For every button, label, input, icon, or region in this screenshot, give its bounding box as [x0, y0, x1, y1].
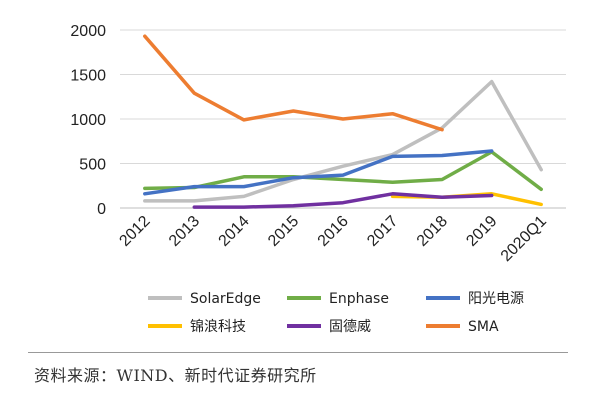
x-tick-label: 2017: [364, 213, 401, 250]
series-line-4: [192, 192, 494, 209]
series-line-1: [143, 150, 543, 192]
y-tick-label: 0: [97, 201, 106, 218]
legend-label: Enphase: [329, 291, 389, 307]
x-tick-label: 2019: [463, 213, 500, 250]
y-tick-label: 1500: [70, 68, 106, 85]
series-line-2: [143, 149, 494, 196]
legend-label: SolarEdge: [190, 291, 261, 307]
x-tick-label: 2020Q1: [498, 213, 550, 265]
x-tick-label: 2015: [265, 213, 302, 250]
legend-label: 锦浪科技: [190, 318, 246, 335]
y-tick-label: 1000: [70, 112, 106, 129]
legend-label: SMA: [468, 319, 499, 335]
y-tick-label: 500: [79, 157, 106, 174]
source-divider: [28, 352, 568, 353]
gridlines: [120, 29, 566, 164]
x-tick-label: 2012: [116, 213, 153, 250]
y-tick-label: 2000: [70, 23, 106, 40]
y-axis-tick-labels: 0 500 1000 1500 2000: [70, 23, 106, 218]
series-lines: [143, 34, 543, 209]
x-tick-label: 2014: [216, 213, 253, 250]
x-tick-label: 2013: [166, 213, 203, 250]
source-note: 资料来源：WIND、新时代证券研究所: [34, 366, 317, 385]
series-line-0: [143, 79, 543, 203]
x-tick-label: 2018: [414, 213, 451, 250]
x-tick-label: 2016: [315, 213, 352, 250]
legend-label: 固德威: [329, 319, 371, 335]
series-line-5: [143, 34, 444, 132]
legend-label: 阳光电源: [468, 291, 524, 307]
